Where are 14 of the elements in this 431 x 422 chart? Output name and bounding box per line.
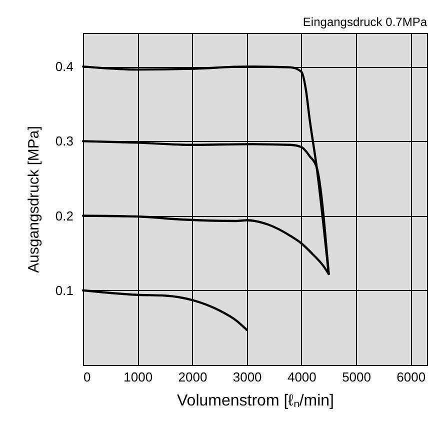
y-axis-title: Ausgangsdruck [MPa]	[25, 126, 42, 273]
x-tick-label: 2000	[178, 370, 208, 384]
x-tick-label: 0	[84, 370, 91, 384]
x-tick-label: 1000	[124, 370, 153, 384]
y-tick-label: 0.4	[55, 59, 74, 74]
x-axis-title: Volumenstrom [ℓₙ/min]	[177, 392, 334, 410]
x-tick-label: 3000	[232, 370, 262, 384]
chart-subtitle: Eingangsdruck 0.7MPa	[302, 15, 428, 29]
y-tick-label: 0.3	[55, 134, 74, 149]
x-tick-label: 4000	[287, 370, 316, 384]
x-tick-label: 6000	[396, 370, 426, 384]
y-tick-label: 0.2	[55, 208, 74, 224]
y-tick-label: 0.1	[55, 282, 74, 298]
x-tick-label: 5000	[342, 370, 371, 384]
